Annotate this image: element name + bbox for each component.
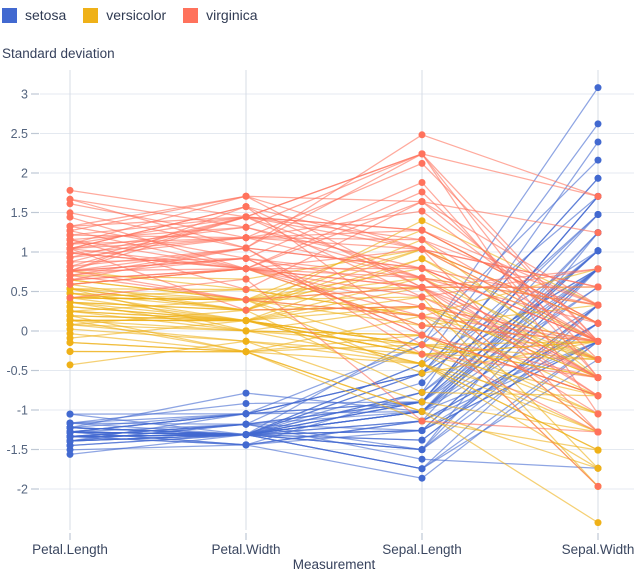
svg-text:Petal.Width: Petal.Width xyxy=(211,542,280,557)
legend-item-versicolor: versicolor xyxy=(83,7,166,23)
svg-text:2.5: 2.5 xyxy=(11,127,28,141)
svg-text:1.5: 1.5 xyxy=(11,206,28,220)
legend-item-virginica: virginica xyxy=(183,7,258,23)
svg-text:-0.5: -0.5 xyxy=(6,364,28,378)
legend-swatch-versicolor xyxy=(83,7,99,23)
svg-text:Sepal.Length: Sepal.Length xyxy=(382,542,462,557)
y-axis-title: Standard deviation xyxy=(2,46,115,61)
x-axis-title: Measurement xyxy=(292,557,376,572)
svg-text:2: 2 xyxy=(21,167,28,181)
svg-text:0: 0 xyxy=(21,325,28,339)
legend-label-virginica: virginica xyxy=(206,7,258,23)
legend-swatch-virginica xyxy=(183,7,199,23)
legend: setosa versicolor virginica xyxy=(2,7,275,23)
legend-label-versicolor: versicolor xyxy=(106,7,167,23)
legend-label-setosa: setosa xyxy=(25,7,67,23)
svg-text:-2: -2 xyxy=(17,483,28,497)
svg-text:1: 1 xyxy=(21,246,28,260)
svg-text:-1.5: -1.5 xyxy=(6,443,28,457)
svg-text:0.5: 0.5 xyxy=(11,285,28,299)
svg-text:Petal.Length: Petal.Length xyxy=(32,542,108,557)
legend-swatch-setosa xyxy=(2,7,17,23)
svg-text:3: 3 xyxy=(21,88,28,102)
svg-text:-1: -1 xyxy=(17,404,28,418)
svg-text:Sepal.Width: Sepal.Width xyxy=(562,542,635,557)
legend-item-setosa: setosa xyxy=(2,7,66,23)
